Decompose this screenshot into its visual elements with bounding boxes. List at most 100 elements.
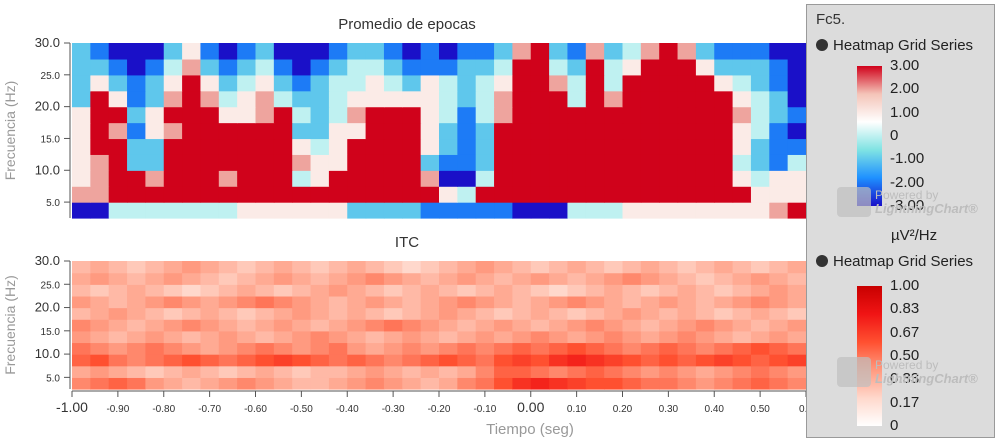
heatmap-cell (457, 272, 477, 285)
heatmap-cell (182, 122, 202, 140)
heatmap-cell (695, 43, 715, 60)
heatmap-cell (72, 284, 91, 297)
heatmap-cell (292, 43, 312, 60)
heatmap-cell (310, 284, 330, 297)
heatmap-cell (549, 58, 569, 76)
heatmap-cell (218, 307, 238, 320)
top-series-legend-entry[interactable]: Heatmap Grid Series (816, 37, 973, 54)
heatmap-cell (567, 365, 587, 378)
heatmap-cell (512, 377, 532, 390)
heatmap-cell (530, 106, 550, 124)
heatmap-cell (218, 122, 238, 140)
heatmap-cell (585, 365, 605, 378)
heatmap-cell (622, 307, 642, 320)
heatmap-cell (640, 106, 660, 124)
heatmap-cell (108, 122, 128, 140)
heatmap-cell (420, 90, 440, 108)
heatmap-cell (255, 43, 275, 60)
heatmap-cell (218, 202, 238, 219)
scale-tick-label: 1.00 (890, 277, 920, 294)
heatmap-cell (127, 170, 146, 187)
heatmap-cell (512, 138, 532, 155)
heatmap-cell (127, 43, 146, 60)
heatmap-cell (659, 58, 679, 76)
heatmap-cell (420, 154, 440, 171)
heatmap-cell (604, 330, 624, 344)
heatmap-cell (292, 122, 312, 140)
heatmap-cell (145, 284, 165, 297)
heatmap-cell (567, 330, 587, 344)
heatmap-cell (347, 330, 367, 344)
heatmap-cell (328, 122, 348, 140)
heatmap-cell (402, 106, 422, 124)
heatmap-cell (347, 319, 367, 332)
heatmap-cell (494, 43, 513, 60)
heatmap-cell (163, 354, 183, 367)
heatmap-cell (383, 284, 403, 297)
heatmap-cell (383, 377, 403, 390)
heatmap-cell (402, 43, 422, 60)
heatmap-cell (530, 154, 550, 171)
bottom-series-legend-entry[interactable]: Heatmap Grid Series (816, 253, 973, 270)
heatmap-cell (769, 295, 789, 309)
heatmap-cell (127, 74, 146, 92)
heatmap-cell (218, 138, 238, 155)
heatmap-cell (383, 354, 403, 367)
heatmap-cell (237, 295, 257, 309)
heatmap-cell (292, 74, 312, 92)
heatmap-cell (255, 354, 275, 367)
heatmap-cell (677, 170, 697, 187)
heatmap-cell (585, 106, 605, 124)
heatmap-cell (732, 319, 752, 332)
heatmap-cell (549, 202, 569, 219)
heatmap-cell (273, 377, 293, 390)
heatmap-cell (695, 106, 715, 124)
heatmap-cell (604, 365, 624, 378)
heatmap-cell (90, 58, 110, 76)
heatmap-cell (549, 354, 569, 367)
heatmap-cell (714, 43, 734, 60)
heatmap-cell (567, 122, 587, 140)
heatmap-cell (585, 58, 605, 76)
heatmap-cell (695, 377, 715, 390)
heatmap-cell (72, 354, 91, 367)
heatmap-cell (732, 307, 752, 320)
heatmap-cell (292, 106, 312, 124)
heatmap-cell (750, 138, 770, 155)
heatmap-cell (475, 330, 495, 344)
heatmap-cell (365, 284, 385, 297)
heatmap-cell (365, 342, 385, 355)
heatmap-cell (310, 170, 330, 187)
heatmap-cell (328, 261, 348, 274)
heatmap-cell (237, 154, 257, 171)
heatmap-cell (347, 365, 367, 378)
heatmap-cell (145, 342, 165, 355)
heatmap-cell (273, 106, 293, 124)
heatmap-cell (714, 354, 734, 367)
scale-tick-label: 2.00 (890, 80, 920, 98)
heatmap-cell (494, 307, 513, 320)
heatmap-cell (457, 58, 477, 76)
heatmap-cell (200, 170, 220, 187)
heatmap-cell (512, 272, 532, 285)
heatmap-cell (530, 261, 550, 274)
heatmap-cell (402, 365, 422, 378)
heatmap-cell (585, 154, 605, 171)
heatmap-cell (787, 272, 807, 285)
x-tick-label: -0.50 (290, 404, 313, 415)
heatmap-cell (273, 138, 293, 155)
heatmap-cell (292, 186, 312, 203)
heatmap-cell (494, 154, 513, 171)
heatmap-cell (677, 58, 697, 76)
heatmap-cell (475, 354, 495, 367)
heatmap-cell (622, 74, 642, 92)
heatmap-cell (108, 43, 128, 60)
heatmap-cell (475, 138, 495, 155)
heatmap-cell (273, 261, 293, 274)
heatmap-cell (273, 122, 293, 140)
heatmap-cell (530, 58, 550, 76)
x-tick-label: -0.60 (244, 404, 267, 415)
heatmap-cell (787, 354, 807, 367)
heatmap-cell (127, 261, 146, 274)
heatmap-cell (622, 138, 642, 155)
